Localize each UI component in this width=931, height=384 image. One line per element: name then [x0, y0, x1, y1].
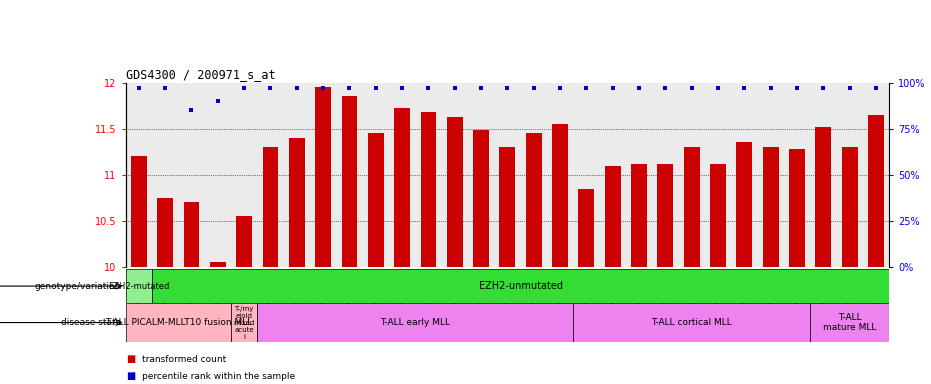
Bar: [131, 156, 147, 267]
Bar: [710, 164, 726, 267]
Text: ■: ■: [126, 354, 135, 364]
Bar: [342, 96, 358, 267]
Bar: [473, 131, 489, 267]
Bar: [289, 138, 304, 267]
Bar: [126, 303, 231, 342]
Text: percentile rank within the sample: percentile rank within the sample: [142, 372, 295, 381]
Text: T-ALL cortical MLL: T-ALL cortical MLL: [652, 318, 732, 327]
Bar: [605, 166, 621, 267]
Bar: [762, 147, 778, 267]
Bar: [500, 147, 515, 267]
Bar: [447, 117, 463, 267]
Text: T-/my
eloid
mixed
acute
l: T-/my eloid mixed acute l: [234, 306, 255, 339]
Text: disease state: disease state: [61, 318, 121, 327]
Bar: [526, 133, 542, 267]
Bar: [421, 112, 437, 267]
Text: ■: ■: [126, 371, 135, 381]
Bar: [868, 115, 884, 267]
Bar: [236, 216, 252, 267]
Bar: [683, 147, 699, 267]
Bar: [183, 202, 199, 267]
Bar: [209, 262, 225, 267]
Bar: [231, 303, 257, 342]
Bar: [578, 189, 594, 267]
Text: EZH2-mutated: EZH2-mutated: [108, 281, 169, 291]
Bar: [631, 164, 647, 267]
Text: T-ALL
mature MLL: T-ALL mature MLL: [823, 313, 876, 332]
Bar: [842, 147, 857, 267]
Bar: [368, 133, 384, 267]
Bar: [157, 198, 173, 267]
Text: T-ALL early MLL: T-ALL early MLL: [380, 318, 451, 327]
Bar: [263, 147, 278, 267]
Bar: [394, 108, 410, 267]
Text: GDS4300 / 200971_s_at: GDS4300 / 200971_s_at: [126, 68, 276, 81]
Text: transformed count: transformed count: [142, 354, 226, 364]
Bar: [552, 124, 568, 267]
Text: EZH2-unmutated: EZH2-unmutated: [479, 281, 562, 291]
Text: genotype/variation: genotype/variation: [34, 281, 121, 291]
Bar: [316, 87, 331, 267]
Bar: [736, 142, 752, 267]
Text: T-ALL PICALM-MLLT10 fusion MLL: T-ALL PICALM-MLLT10 fusion MLL: [104, 318, 252, 327]
Bar: [816, 127, 831, 267]
Bar: [573, 303, 810, 342]
Bar: [789, 149, 805, 267]
Bar: [126, 269, 152, 303]
Bar: [810, 303, 889, 342]
Bar: [257, 303, 573, 342]
Bar: [657, 164, 673, 267]
